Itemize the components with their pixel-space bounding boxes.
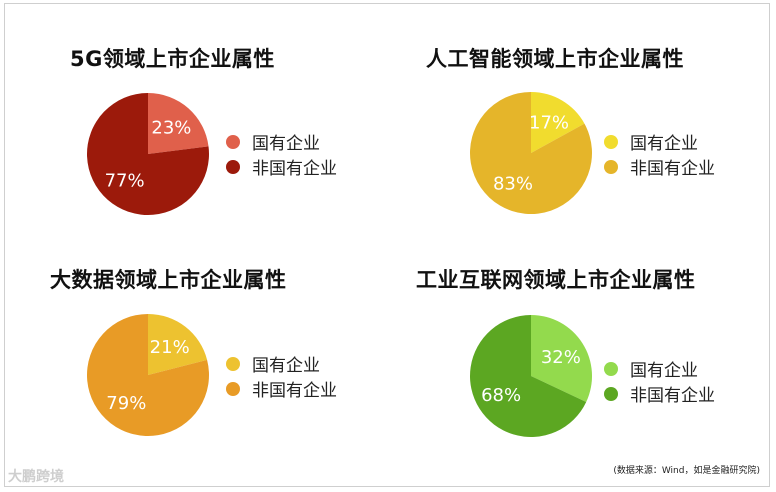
legend-5g: 国有企业 非国有企业: [226, 129, 337, 179]
legend-swatch-non-state-owned: [226, 381, 240, 396]
legend-item-non-state-owned: 非国有企业: [226, 154, 337, 179]
legend-swatch-state-owned: [604, 134, 618, 149]
legend-item-state-owned: 国有企业: [226, 129, 337, 154]
legend-label-state-owned: 国有企业: [630, 361, 698, 381]
pie-value-label-non-state-owned: 77%: [105, 171, 145, 192]
legend-ai: 国有企业 非国有企业: [604, 129, 715, 179]
legend-item-non-state-owned: 非国有企业: [604, 381, 715, 406]
legend-label-state-owned: 国有企业: [252, 356, 320, 376]
legend-label-non-state-owned: 非国有企业: [630, 159, 715, 179]
legend-label-state-owned: 国有企业: [252, 134, 320, 154]
pie-chart-ai: 17% 83%: [470, 92, 592, 214]
pie-slice-non-state-owned: [87, 314, 209, 436]
pie-value-label-non-state-owned: 68%: [481, 385, 521, 406]
watermark: 大鹏跨境: [8, 469, 64, 485]
chart-title-big-data: 大数据领域上市企业属性: [50, 268, 287, 292]
legend-label-non-state-owned: 非国有企业: [252, 381, 337, 401]
chart-title-ai: 人工智能领域上市企业属性: [426, 47, 684, 71]
pie-chart-big-data: 21% 79%: [87, 314, 209, 436]
legend-swatch-state-owned: [226, 356, 240, 371]
legend-industrial-internet: 国有企业 非国有企业: [604, 356, 715, 406]
pie-slice-non-state-owned: [470, 92, 592, 214]
pie-value-label-state-owned: 21%: [150, 337, 190, 358]
legend-label-non-state-owned: 非国有企业: [630, 386, 715, 406]
pie-slice-non-state-owned: [470, 315, 587, 437]
pie-slice-state-owned: [148, 93, 209, 154]
legend-item-state-owned: 国有企业: [604, 129, 715, 154]
legend-swatch-non-state-owned: [604, 159, 618, 174]
pie-slice-non-state-owned: [86, 93, 209, 215]
pie-value-label-state-owned: 17%: [529, 113, 569, 134]
legend-item-state-owned: 国有企业: [604, 356, 715, 381]
legend-swatch-non-state-owned: [604, 386, 618, 401]
pie-chart-5g: 23% 77%: [86, 93, 209, 215]
pie-value-label-state-owned: 23%: [151, 117, 191, 138]
pie-value-label-state-owned: 32%: [541, 347, 581, 368]
pie-slice-state-owned: [531, 92, 585, 153]
pie-slice-state-owned: [531, 315, 592, 402]
pie-slice-state-owned: [148, 314, 208, 375]
legend-swatch-state-owned: [226, 134, 240, 149]
legend-label-state-owned: 国有企业: [630, 134, 698, 154]
legend-item-state-owned: 国有企业: [226, 351, 337, 376]
legend-label-non-state-owned: 非国有企业: [252, 159, 337, 179]
pie-chart-industrial-internet: 32% 68%: [470, 315, 592, 437]
chart-title-industrial-internet: 工业互联网领域上市企业属性: [416, 268, 696, 292]
pie-value-label-non-state-owned: 83%: [493, 173, 533, 194]
legend-item-non-state-owned: 非国有企业: [226, 376, 337, 401]
pie-value-label-non-state-owned: 79%: [106, 393, 146, 414]
source-note: (数据来源：Wind，如是金融研究院): [613, 466, 760, 476]
legend-swatch-state-owned: [604, 361, 618, 376]
legend-item-non-state-owned: 非国有企业: [604, 154, 715, 179]
chart-title-5g: 5G领域上市企业属性: [70, 47, 275, 71]
legend-swatch-non-state-owned: [226, 159, 240, 174]
legend-big-data: 国有企业 非国有企业: [226, 351, 337, 401]
